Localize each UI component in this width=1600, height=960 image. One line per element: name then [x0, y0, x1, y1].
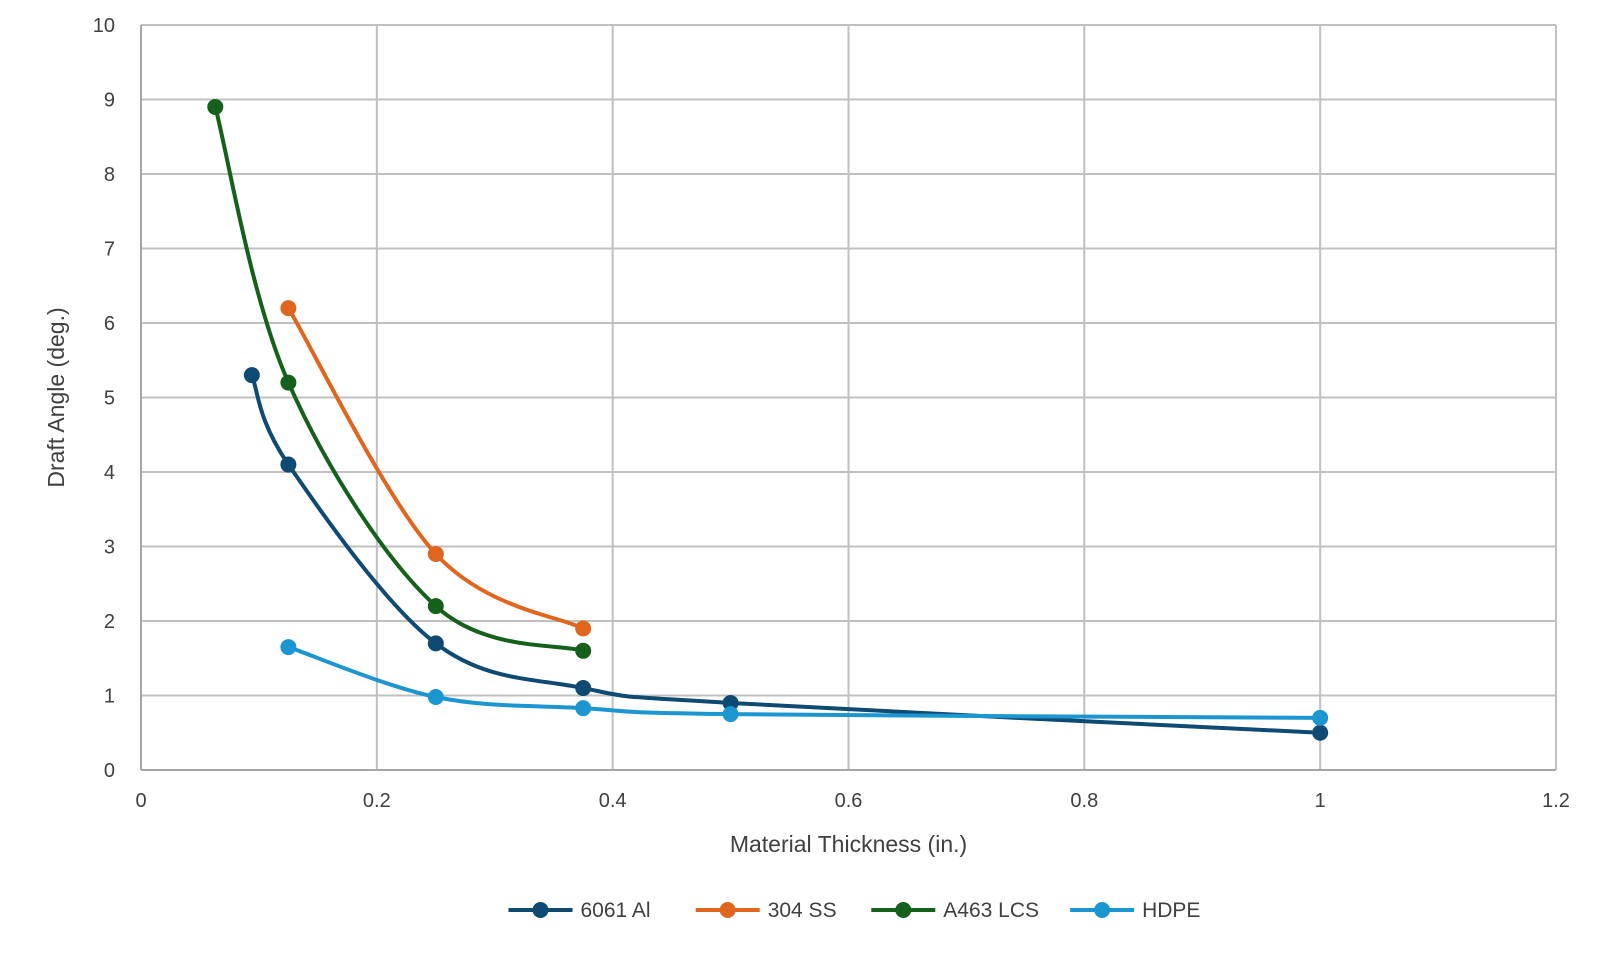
y-axis-title: Draft Angle (deg.)	[43, 307, 69, 487]
y-tick-label: 6	[104, 313, 115, 335]
y-tick-label: 7	[104, 239, 115, 261]
legend-item-304-ss: 304 SS	[695, 899, 837, 922]
x-tick-label: 0.6	[835, 790, 863, 812]
data-point	[427, 598, 444, 615]
legend-marker	[719, 902, 736, 918]
x-tick-label: 0.2	[363, 790, 391, 812]
y-tick-label: 3	[104, 537, 115, 559]
x-tick-label: 1	[1315, 790, 1326, 812]
tick-labels: 0 1 2 3 4 5 6 7 8 9 10 0 0.2 0.4 0.6 0.8 1 1.2	[93, 15, 1570, 812]
legend-label: 6061 Al	[581, 899, 651, 922]
y-tick-label: 2	[104, 611, 115, 633]
x-tick-label: 0	[135, 790, 146, 812]
data-point	[427, 545, 444, 562]
series-line-a463-lcs	[213, 104, 586, 653]
data-point	[243, 367, 260, 384]
y-tick-label: 0	[104, 760, 115, 782]
axes	[140, 25, 1556, 771]
data-point	[722, 706, 739, 723]
legend-marker	[532, 902, 549, 918]
x-tick-label: 0.8	[1070, 790, 1098, 812]
data-point	[207, 98, 224, 115]
data-point	[1312, 709, 1329, 726]
data-point	[575, 680, 592, 697]
grid	[141, 24, 1557, 770]
data-point	[280, 639, 297, 656]
legend-item-hdpe: HDPE	[1070, 899, 1200, 922]
legend-label: HDPE	[1142, 899, 1200, 922]
series-hdpe	[280, 639, 1329, 726]
series-a463-lcs	[207, 98, 592, 659]
legend-item-a463-lcs: A463 LCS	[871, 899, 1039, 922]
y-tick-label: 4	[104, 462, 115, 484]
x-tick-label: 0.4	[599, 790, 627, 812]
data-point	[722, 694, 739, 711]
data-point	[427, 635, 444, 652]
y-tick-label: 10	[93, 15, 115, 37]
y-tick-label: 8	[104, 164, 115, 186]
y-tick-label: 9	[104, 90, 115, 112]
x-tick-label: 1.2	[1542, 790, 1570, 812]
data-point	[575, 700, 592, 717]
legend: 6061 Al 304 SS A463 LCS HDPE	[508, 899, 1200, 922]
data-point	[280, 300, 297, 317]
series-line-hdpe	[286, 645, 1323, 720]
legend-marker	[1094, 902, 1111, 918]
data-point	[427, 688, 444, 705]
data-point	[280, 456, 297, 473]
series-6061-al	[243, 367, 1329, 741]
series-304-ss	[280, 300, 592, 637]
data-point	[1312, 724, 1329, 741]
legend-item-6061-al: 6061 Al	[508, 899, 651, 922]
x-axis-title: Material Thickness (in.)	[730, 831, 967, 857]
legend-label: 304 SS	[768, 899, 837, 922]
series-line-6061-al	[249, 373, 1323, 735]
legend-label: A463 LCS	[943, 899, 1039, 922]
legend-marker	[895, 902, 912, 918]
data-point	[575, 620, 592, 637]
data-point	[575, 642, 592, 659]
y-tick-label: 5	[104, 388, 115, 410]
y-tick-label: 1	[104, 686, 115, 708]
series-group	[207, 98, 1329, 741]
data-point	[280, 374, 297, 391]
